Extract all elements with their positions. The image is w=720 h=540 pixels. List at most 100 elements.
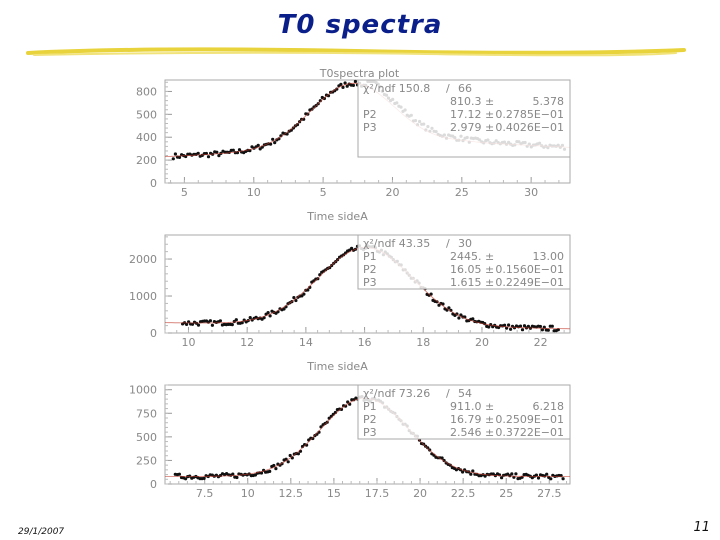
data-point <box>295 123 300 127</box>
stats-box <box>357 384 571 440</box>
data-point <box>540 328 545 332</box>
data-point <box>218 319 222 323</box>
data-point <box>341 85 345 89</box>
data-point <box>339 82 343 86</box>
data-point <box>310 107 314 111</box>
x-tick-label: 20 <box>413 487 427 500</box>
y-tick-label: 2000 <box>129 253 157 266</box>
data-point <box>294 298 298 303</box>
data-point <box>177 472 181 476</box>
x-tick-label: 20 <box>475 336 489 349</box>
stats-name: P2 <box>363 263 377 276</box>
data-point <box>514 472 518 476</box>
data-point <box>206 155 211 159</box>
chart-title: T0spectra plot <box>319 67 400 80</box>
data-point <box>461 470 465 474</box>
y-tick-label: 800 <box>136 85 157 98</box>
data-point <box>248 316 252 320</box>
y-tick-label: 400 <box>136 131 157 144</box>
stats-slash: / <box>446 387 450 400</box>
data-point <box>256 143 260 147</box>
stats-error: 5.378 <box>533 95 565 108</box>
stats-error: 0.2509E−01 <box>495 413 564 426</box>
stats-value: 16.79 ± <box>450 413 494 426</box>
y-tick-label: 0 <box>150 177 157 190</box>
data-point <box>185 322 189 326</box>
stats-value: 2.979 ± <box>450 121 494 134</box>
stats-error: 0.2785E−01 <box>495 108 564 121</box>
data-point <box>282 307 286 311</box>
data-point <box>343 81 347 85</box>
stats-error: 0.4026E−01 <box>495 121 564 134</box>
stats-value: 16.05 ± <box>450 263 494 276</box>
data-point <box>315 432 319 436</box>
data-point <box>274 467 278 471</box>
y-tick-label: 200 <box>136 154 157 167</box>
data-point <box>184 477 188 481</box>
stats-box <box>357 79 571 158</box>
data-point <box>545 472 549 476</box>
data-point <box>503 323 507 327</box>
stats-slash: / <box>446 237 450 250</box>
x-tick-label: 18 <box>416 336 430 349</box>
data-point <box>268 314 272 318</box>
x-tick-label: 25 <box>499 487 513 500</box>
y-tick-label: 1000 <box>129 384 157 397</box>
data-point <box>271 137 275 141</box>
data-point <box>510 472 514 476</box>
data-point <box>507 323 511 327</box>
data-point <box>196 323 201 327</box>
data-point <box>210 323 214 327</box>
x-tick-label: 22.5 <box>451 487 476 500</box>
data-point <box>173 152 177 156</box>
y-tick-label: 250 <box>136 454 157 467</box>
data-point <box>288 453 292 458</box>
stats-name: P3 <box>363 426 377 439</box>
y-tick-label: 1000 <box>129 290 157 303</box>
data-point <box>302 292 306 296</box>
data-point <box>500 476 504 480</box>
data-point <box>471 317 475 321</box>
data-point <box>196 151 200 155</box>
data-point <box>190 322 195 326</box>
data-point <box>266 311 270 315</box>
x-tick-label: 16 <box>358 336 372 349</box>
slide-date: 29/1/2007 <box>18 527 65 537</box>
stats-name: P1 <box>363 250 377 263</box>
data-point <box>429 292 433 296</box>
data-point <box>240 321 244 325</box>
x-axis-label: Time sideA <box>306 210 368 223</box>
data-point <box>259 471 264 475</box>
slide-page-number: 11 <box>693 520 710 535</box>
x-tick-label: 12.5 <box>279 487 304 500</box>
stats-value: 17.12 ± <box>450 108 494 121</box>
x-tick-label: 27.5 <box>537 487 562 500</box>
data-point <box>447 306 451 310</box>
y-tick-label: 0 <box>150 478 157 491</box>
stats-name: P3 <box>363 121 377 134</box>
stats-error: 0.3722E−01 <box>495 426 564 439</box>
data-point <box>536 476 541 480</box>
data-point <box>177 155 182 159</box>
data-point <box>311 436 315 441</box>
data-point <box>426 446 430 450</box>
data-point <box>318 99 322 103</box>
stats-slash: / <box>446 82 450 95</box>
data-point <box>550 324 554 328</box>
data-point <box>286 460 290 464</box>
y-tick-label: 750 <box>136 407 157 420</box>
data-point <box>505 326 509 330</box>
data-point <box>549 477 553 481</box>
data-point <box>202 476 206 480</box>
stats-name: χ²/ndf 150.8 <box>363 82 430 95</box>
data-point <box>471 469 475 473</box>
data-point <box>546 328 550 332</box>
data-point <box>258 147 262 151</box>
data-point <box>457 316 461 320</box>
data-point <box>231 148 235 152</box>
x-tick-label: 10 <box>181 336 195 349</box>
data-point <box>328 266 332 270</box>
data-point <box>483 474 487 478</box>
chart-panel-1: T0spectra plot 0 200 400 500 800 5 10 5 20 25 30 Tim… <box>136 67 571 223</box>
data-point <box>520 328 525 332</box>
